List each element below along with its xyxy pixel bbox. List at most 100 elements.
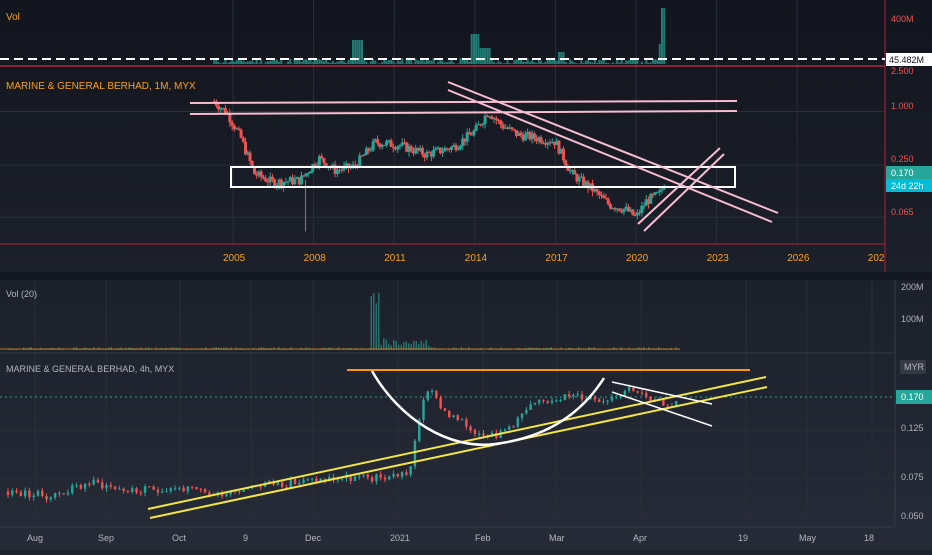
top-volume-bar	[276, 60, 278, 64]
top-volume-bar	[361, 40, 363, 64]
top-volume-bar	[401, 58, 403, 64]
top-volume-bar	[607, 63, 609, 64]
bottom-volume-bar	[198, 349, 200, 350]
top-volume-bar	[388, 60, 390, 64]
bottom-volume-bar	[386, 340, 388, 350]
top-time-tick: 2011	[384, 253, 406, 264]
bottom-time-tick: Sep	[98, 533, 114, 543]
top-volume-bar	[312, 62, 314, 64]
countdown-text: 24d 22h	[891, 181, 924, 191]
top-volume-bar	[303, 59, 305, 64]
top-volume-bar	[430, 61, 432, 64]
top-volume-bar	[325, 60, 327, 64]
top-volume-bar	[459, 58, 461, 64]
top-volume-bar	[446, 62, 448, 64]
top-volume-bar	[556, 61, 558, 64]
top-volume-bar	[540, 61, 542, 64]
bottom-volume-bar	[376, 303, 378, 350]
bottom-volume-bar	[303, 349, 305, 350]
top-volume-bar	[227, 63, 229, 64]
top-volume-bar	[576, 63, 578, 64]
top-volume-bar	[220, 63, 222, 64]
bottom-volume-bar	[476, 349, 478, 350]
four-hour-candle[interactable]	[422, 397, 424, 423]
bottom-time-tick: 18	[864, 533, 874, 543]
top-volume-bar	[245, 62, 247, 64]
top-volume-bar	[636, 60, 638, 64]
four-hour-candle[interactable]	[414, 439, 416, 469]
bottom-volume-bar	[363, 349, 365, 350]
top-volume-bar	[359, 40, 361, 64]
top-volume-bar	[229, 62, 231, 64]
top-volume-bar	[374, 61, 376, 64]
top-volume-bar	[258, 63, 260, 64]
top-time-tick: 202	[868, 253, 885, 264]
top-volume-bar	[339, 61, 341, 64]
top-price-tick-2: 0.250	[891, 154, 914, 164]
bottom-time-tick: Dec	[305, 533, 322, 543]
top-volume-bar	[612, 63, 614, 64]
top-vol-axis-label: 400M	[891, 14, 914, 24]
bottom-volume-bar	[438, 349, 440, 350]
bottom-volume-bar	[378, 293, 380, 350]
monthly-candle[interactable]	[631, 209, 634, 216]
top-volume-bar	[356, 40, 358, 64]
top-volume-bar	[571, 61, 573, 64]
top-time-tick: 2026	[787, 253, 810, 264]
top-volume-bar	[323, 61, 325, 64]
top-volume-bar	[448, 62, 450, 64]
top-volume-bar	[489, 48, 491, 64]
top-volume-bar	[370, 61, 372, 64]
top-volume-bar	[365, 62, 367, 64]
top-time-tick: 2017	[545, 253, 568, 264]
bottom-time-tick: 9	[243, 533, 248, 543]
top-volume-bar	[585, 61, 587, 64]
top-volume-bar	[426, 60, 428, 64]
top-volume-bar	[453, 62, 455, 64]
top-volume-bar	[574, 62, 576, 64]
top-volume-bar	[267, 61, 269, 64]
top-volume-bar	[641, 62, 643, 64]
monthly-candle[interactable]	[383, 145, 386, 146]
top-volume-bar	[484, 48, 486, 64]
top-volume-bar	[397, 60, 399, 64]
top-volume-bar	[294, 59, 296, 64]
top-volume-bar	[592, 63, 594, 64]
top-volume-bar	[451, 60, 453, 64]
four-hour-candle[interactable]	[517, 416, 519, 428]
top-time-tick: 2014	[465, 253, 488, 264]
top-volume-bar	[390, 60, 392, 64]
top-volume-bar	[533, 62, 535, 64]
top-volume-bar	[336, 62, 338, 64]
top-volume-bar	[269, 61, 271, 64]
top-volume-bar	[493, 62, 495, 64]
top-volume-bar	[442, 61, 444, 64]
top-volume-bar	[249, 61, 251, 64]
top-volume-bar	[589, 62, 591, 64]
four-hour-candle[interactable]	[564, 394, 566, 400]
monthly-candle[interactable]	[240, 128, 243, 138]
top-volume-bar	[663, 8, 665, 64]
top-volume-bar	[656, 60, 658, 64]
top-volume-bar	[247, 61, 249, 64]
bottom-price-tick-3: 0.050	[901, 511, 924, 521]
panel-separator	[0, 272, 932, 280]
bottom-price-tick-2: 0.075	[901, 472, 924, 482]
top-volume-bar	[486, 48, 488, 64]
top-volume-bar	[515, 59, 517, 64]
top-volume-bar	[480, 48, 482, 64]
top-volume-bar	[253, 62, 255, 64]
top-price-tick-1: 1.000	[891, 101, 914, 111]
top-volume-bar	[659, 44, 661, 64]
top-volume-bar	[289, 59, 291, 64]
top-volume-bar	[417, 60, 419, 64]
top-volume-bar	[292, 63, 294, 64]
top-volume-bar	[271, 60, 273, 64]
top-volume-bar	[439, 60, 441, 64]
top-volume-bar	[412, 63, 414, 64]
top-volume-bar	[307, 60, 309, 64]
bottom-volume-bar	[426, 340, 428, 350]
bottom-current-price: 0.170	[901, 392, 924, 402]
